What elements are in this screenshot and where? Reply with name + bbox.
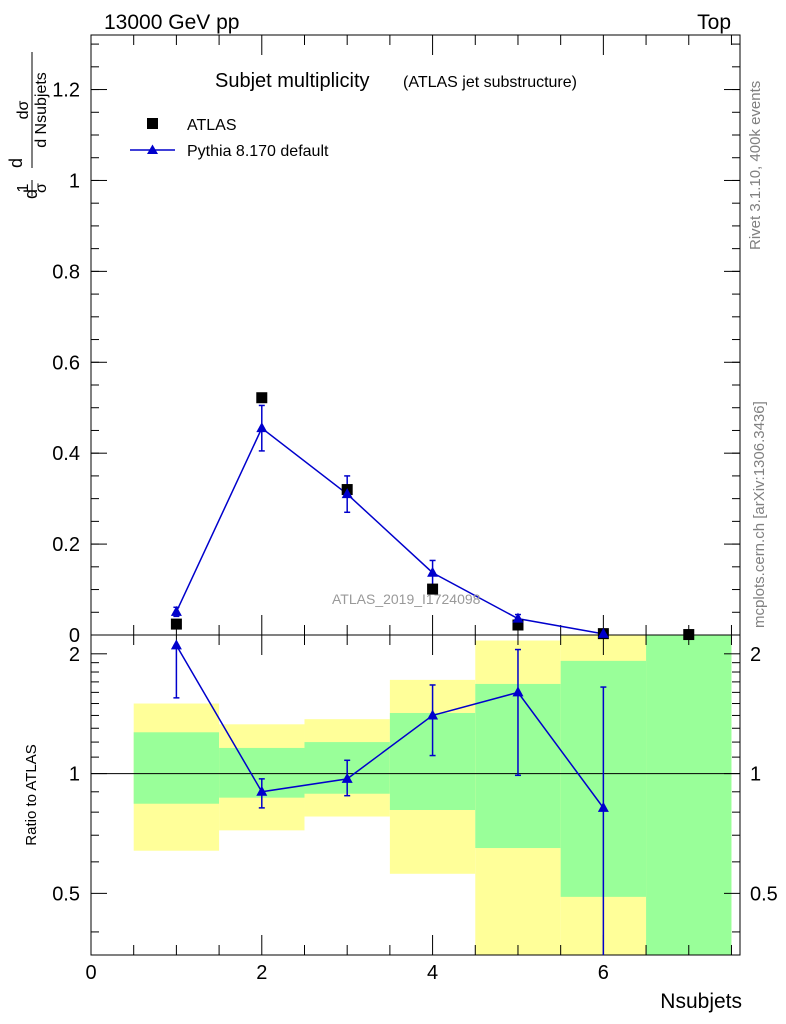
ratio-mc-line [175, 645, 604, 809]
ratio-tick-label-right: 2 [750, 644, 761, 666]
y-tick-label: 1 [69, 170, 80, 192]
header-left: 13000 GeV pp [104, 11, 239, 34]
header-right: Top [697, 11, 731, 34]
svg-text:d: d [21, 189, 41, 199]
x-tick-label: 2 [256, 962, 267, 984]
atlas-data-point [427, 583, 439, 595]
svg-text:σ: σ [33, 183, 50, 193]
ratio-tick-label: 0.5 [52, 883, 80, 905]
svg-text:d: d [6, 158, 26, 168]
svg-text:dσ: dσ [15, 100, 32, 119]
atlas-data-point [683, 629, 695, 641]
legend-data-label: ATLAS [187, 117, 237, 134]
ratio-mc-point [256, 785, 268, 796]
main-series [170, 392, 695, 641]
y-tick-label: 0.2 [52, 534, 80, 556]
y-tick-label: 0.8 [52, 261, 80, 283]
mc-data-point [170, 605, 182, 616]
atlas-data-point [256, 392, 268, 404]
y-tick-label: 1.2 [52, 80, 80, 102]
mc-data-point [512, 612, 524, 623]
ratio-uncertainty-bands [133, 635, 732, 955]
main-axis-ticks: 0 0.2 0.4 0.6 0.8 1 1.2 [52, 43, 740, 647]
main-subtitle: (ATLAS jet substructure) [403, 74, 577, 91]
legend-mc-marker [147, 144, 158, 154]
mc-data-point [427, 566, 439, 577]
y-tick-label: 0.6 [52, 352, 80, 374]
ratio-tick-label-right: 0.5 [750, 883, 778, 905]
legend-mc-label: Pythia 8.170 default [187, 143, 329, 160]
atlas-data-point [512, 619, 524, 631]
y-tick-label: 0 [69, 625, 80, 647]
legend: ATLAS Pythia 8.170 default [130, 117, 329, 160]
ratio-mc-point [170, 639, 182, 650]
rivet-version-text: Rivet 3.1.10, 400k events [747, 81, 764, 250]
main-y-axis-label: d 1 σ dσ d Nsubjets d [6, 52, 50, 199]
band-inner-6 [646, 635, 732, 955]
legend-data-marker [147, 118, 158, 129]
ratio-series [170, 639, 609, 955]
main-title: Subjet multiplicity [215, 70, 370, 92]
atlas-data-point [170, 618, 182, 630]
svg-text:d Nsubjets: d Nsubjets [33, 72, 50, 148]
ratio-axis-ticks: 0.5 0.5 1 1 2 2 [52, 644, 778, 933]
band-inner-0 [133, 732, 220, 804]
mcplots-reference-text: mcplots.cern.ch [arXiv:1306.3436] [751, 401, 768, 628]
mc-line [175, 427, 604, 635]
x-axis-label: Nsubjets [660, 990, 742, 1013]
x-tick-label: 4 [427, 962, 438, 984]
ratio-mc-point [427, 709, 439, 720]
ratio-mc-point [512, 686, 524, 697]
mc-data-point [256, 422, 268, 433]
watermark: ATLAS_2019_I1724098 [332, 591, 481, 607]
ratio-tick-label-right: 1 [750, 764, 761, 786]
mc-data-point [597, 627, 609, 638]
ratio-panel-frame [90, 634, 741, 956]
mc-data-point [341, 488, 353, 499]
x-tick-label: 6 [598, 962, 609, 984]
x-tick-label: 0 [85, 962, 96, 984]
svg-text:1: 1 [15, 183, 32, 192]
y-tick-label: 0.4 [52, 443, 80, 465]
ratio-tick-label: 2 [69, 644, 80, 666]
ratio-mc-point [341, 772, 353, 783]
ratio-y-axis-label: Ratio to ATLAS [23, 744, 40, 845]
ratio-mc-point [597, 801, 609, 812]
ratio-tick-label: 1 [69, 764, 80, 786]
